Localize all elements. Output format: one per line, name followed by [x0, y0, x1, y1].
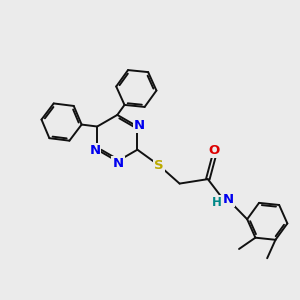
Text: H: H: [212, 196, 222, 208]
Text: N: N: [112, 157, 124, 169]
Text: S: S: [154, 159, 164, 172]
Text: O: O: [209, 144, 220, 158]
Text: N: N: [89, 144, 100, 157]
Text: N: N: [134, 119, 145, 132]
Text: N: N: [223, 194, 234, 206]
